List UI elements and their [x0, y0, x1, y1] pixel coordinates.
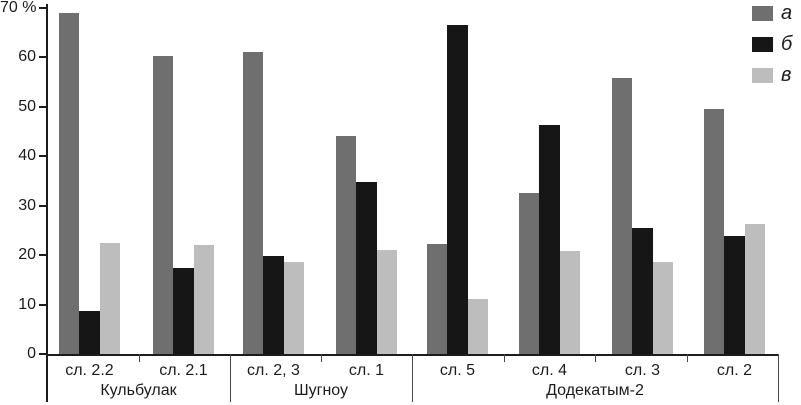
legend-swatch-icon [752, 67, 773, 83]
y-tick-mark [39, 105, 46, 108]
bar-а [153, 55, 174, 354]
subgroup-tick [138, 354, 140, 362]
y-tick-mark [39, 353, 46, 355]
group-label: сл. 5 [439, 362, 475, 379]
legend-label: б [781, 33, 793, 55]
section-divider [412, 354, 413, 402]
group-label: сл. 2 [716, 362, 752, 379]
y-axis-line [46, 4, 48, 402]
bar-б [724, 236, 745, 354]
legend-item: а [752, 3, 792, 23]
section-divider [230, 354, 231, 402]
bar-в [652, 262, 673, 354]
bar-б [539, 124, 560, 354]
y-tick-label: 60 [18, 48, 36, 66]
group-label: сл. 2.1 [159, 362, 208, 379]
bar-а [427, 244, 448, 354]
section-divider [778, 354, 779, 402]
group-label: сл. 2, 3 [246, 362, 300, 379]
y-tick-label: 30 [18, 196, 36, 214]
y-tick-label: 70 % [0, 0, 37, 16]
bar-б [356, 181, 377, 354]
subgroup-tick [595, 354, 596, 362]
y-tick-label: 10 [18, 295, 36, 313]
bar-а [612, 78, 633, 354]
bar-в [744, 224, 765, 354]
legend-swatch-icon [752, 5, 773, 21]
bar-а [336, 135, 357, 354]
subgroup-tick [321, 354, 322, 362]
bar-в [99, 243, 120, 354]
legend-item: б [752, 34, 792, 54]
group-label: сл. 2.2 [65, 362, 114, 379]
subgroup-tick [686, 354, 688, 362]
bar-а [243, 52, 264, 354]
y-tick-mark [39, 204, 46, 207]
y-tick-mark [39, 303, 46, 306]
bar-в [467, 298, 488, 354]
section-label: Додекатым-2 [546, 382, 644, 399]
section-label: Шугноу [293, 382, 349, 399]
section-label: Кульбулак [100, 382, 177, 399]
bar-а [59, 12, 80, 354]
group-label: сл. 1 [348, 362, 384, 379]
bar-а [519, 192, 540, 354]
y-tick-label: 50 [18, 97, 36, 115]
legend-swatch-icon [752, 36, 773, 52]
bar-б [632, 228, 653, 354]
y-tick-mark [39, 56, 46, 59]
bar-б [263, 255, 284, 354]
bar-в [283, 262, 304, 354]
bar-б [79, 311, 100, 354]
y-tick-mark [39, 7, 46, 9]
bar-а [704, 108, 725, 354]
legend-item: в [752, 65, 792, 85]
bar-б [173, 267, 194, 354]
group-label: сл. 4 [531, 362, 567, 379]
bar-б [447, 24, 468, 354]
y-tick-label: 40 [18, 147, 36, 165]
y-tick-mark [39, 155, 46, 158]
y-tick-label: 0 [27, 345, 36, 362]
subgroup-tick [503, 354, 505, 362]
y-tick-label: 20 [18, 246, 36, 264]
group-label: сл. 3 [624, 362, 660, 379]
legend-label: а [781, 2, 793, 24]
bar-в [193, 245, 214, 354]
bar-в [376, 250, 397, 354]
legend-label: в [781, 64, 792, 86]
bar-в [559, 250, 580, 354]
y-tick-mark [39, 254, 46, 257]
